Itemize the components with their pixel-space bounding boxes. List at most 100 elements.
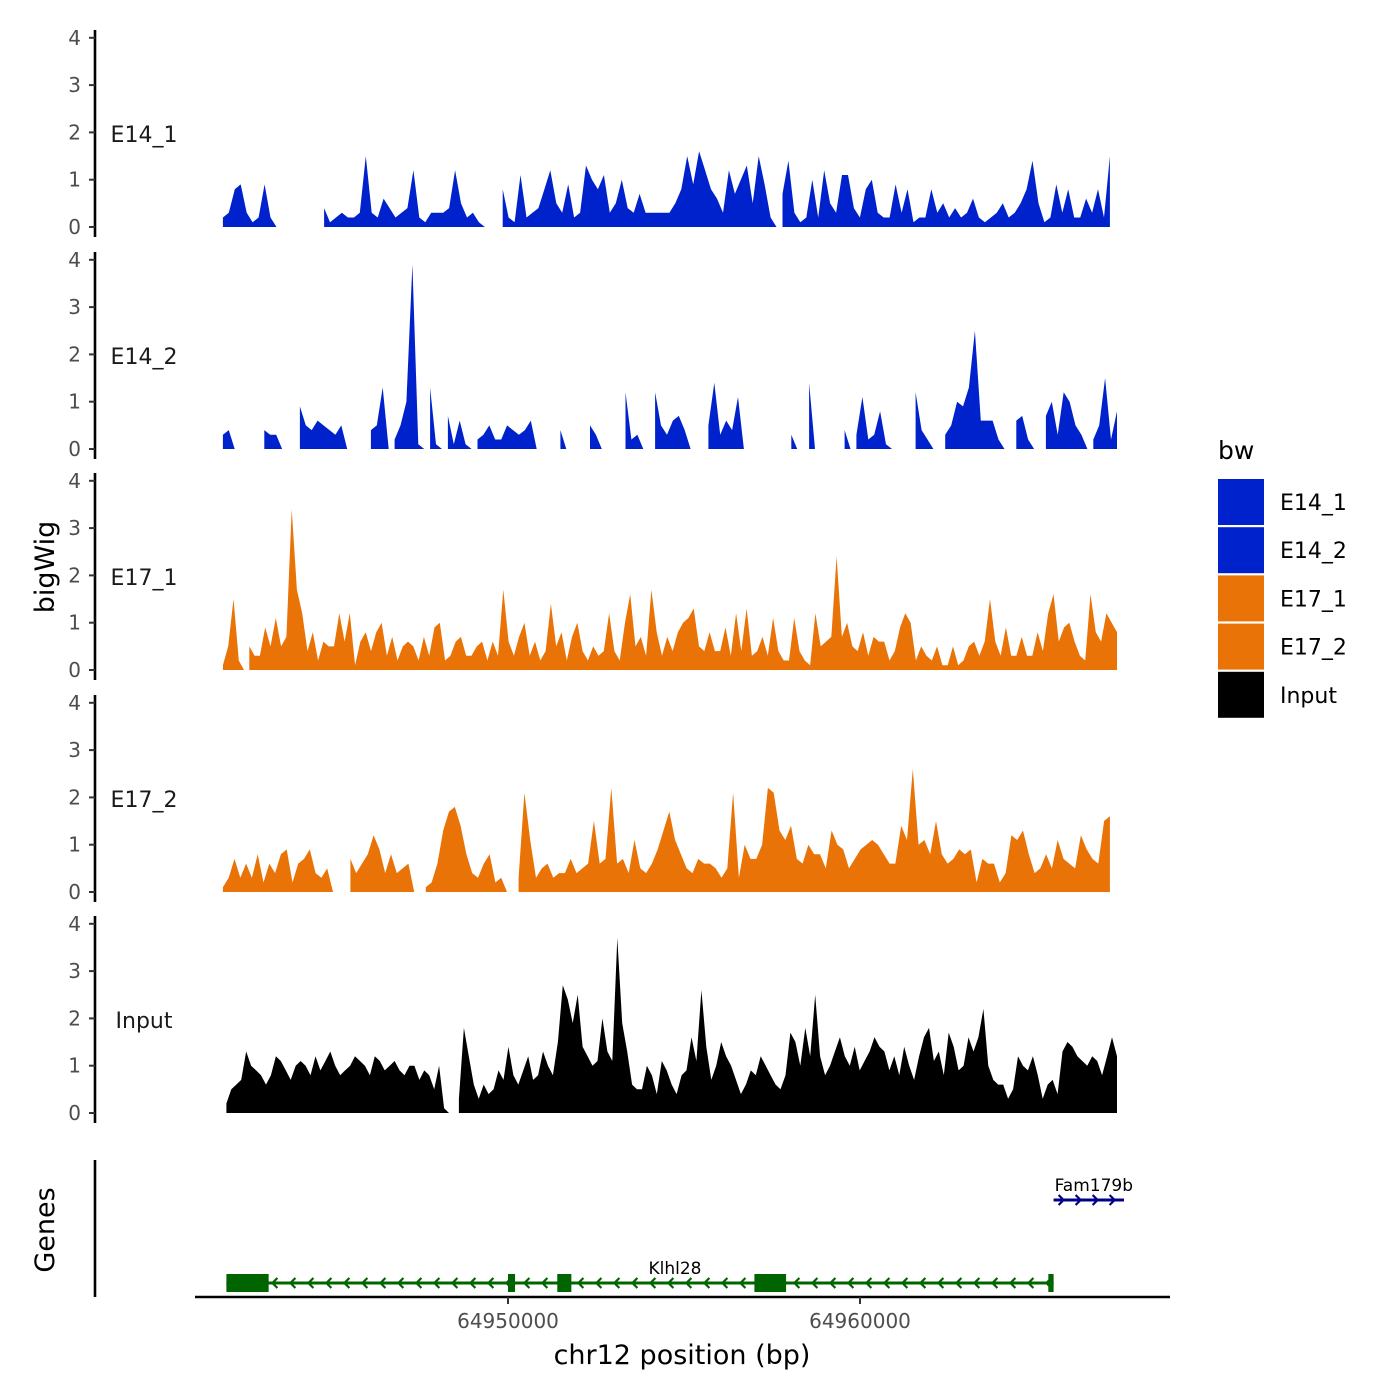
- strand-arrow: [450, 1277, 459, 1289]
- legend-item-input: Input: [1218, 671, 1337, 718]
- y-tick-label: 4: [68, 691, 81, 715]
- y-tick-label: 1: [68, 168, 81, 192]
- y-tick-label: 0: [68, 215, 81, 239]
- strand-arrow: [900, 1277, 909, 1289]
- legend-swatch: [1218, 623, 1264, 670]
- legend: bw E14_1 E14_2 E17_1 E17_2 Input: [1218, 436, 1347, 718]
- strand-arrow: [378, 1277, 387, 1289]
- coverage-area-e17-2: [222, 769, 1110, 892]
- strand-arrow: [738, 1277, 747, 1289]
- exon: [226, 1274, 269, 1292]
- y-tick-label: 4: [68, 912, 81, 936]
- legend-item-e17-1: E17_1: [1218, 575, 1347, 622]
- strand-arrow: [864, 1277, 873, 1289]
- strand-arrow: [342, 1277, 351, 1289]
- strand-arrow: [612, 1277, 621, 1289]
- gene-label-fam179b: Fam179b: [1055, 1176, 1133, 1196]
- x-tick-label: 64960000: [809, 1309, 911, 1333]
- x-tick-label: 64950000: [457, 1309, 559, 1333]
- strand-arrow: [468, 1277, 477, 1289]
- strand-arrow: [630, 1277, 639, 1289]
- legend-item-e17-2: E17_2: [1218, 623, 1347, 670]
- track-e17-1: 0 1 2 3 4 E17_1: [68, 469, 1117, 682]
- strand-arrow: [432, 1277, 441, 1289]
- y-tick-label: 0: [68, 658, 81, 682]
- strand-arrow: [1108, 1194, 1117, 1206]
- legend-swatch: [1218, 479, 1264, 525]
- y-tick-label: 4: [68, 248, 81, 272]
- strand-arrow: [828, 1277, 837, 1289]
- exon: [1048, 1274, 1054, 1292]
- exon: [508, 1274, 516, 1292]
- legend-item-e14-1: E14_1: [1218, 479, 1347, 525]
- y-tick-label: 0: [68, 880, 81, 904]
- strand-arrow: [486, 1277, 495, 1289]
- y-tick-label: 3: [68, 516, 81, 540]
- exon: [754, 1274, 787, 1292]
- strand-arrow: [1091, 1194, 1100, 1206]
- track-e14-2: 0 1 2 3 4 E14_2: [68, 248, 1117, 461]
- strand-arrow: [324, 1277, 333, 1289]
- strand-arrow: [936, 1277, 945, 1289]
- legend-label: E17_1: [1280, 587, 1347, 612]
- strand-arrow: [792, 1277, 801, 1289]
- strand-arrow: [918, 1277, 927, 1289]
- legend-label: Input: [1280, 684, 1337, 709]
- track-e17-2: 0 1 2 3 4 E17_2: [68, 691, 1110, 904]
- y-tick-label: 3: [68, 295, 81, 319]
- strand-arrow: [882, 1277, 891, 1289]
- strand-arrow: [720, 1277, 729, 1289]
- y-tick-label: 2: [68, 342, 81, 366]
- track-label-e17-2: E17_2: [111, 788, 178, 813]
- strand-arrow: [1008, 1277, 1017, 1289]
- genes-layer: Klhl28 Fam179b: [93, 1160, 1133, 1297]
- strand-arrow: [1074, 1194, 1083, 1206]
- legend-title: bw: [1218, 436, 1254, 465]
- legend-label: E17_2: [1280, 636, 1347, 661]
- legend-label: E14_2: [1280, 539, 1347, 564]
- strand-arrow: [540, 1277, 549, 1289]
- gene-klhl28: Klhl28: [226, 1259, 1054, 1292]
- y-tick-label: 4: [68, 26, 81, 50]
- y-tick-label: 2: [68, 120, 81, 144]
- track-label-e14-1: E14_1: [111, 123, 178, 148]
- exon: [557, 1274, 572, 1292]
- strand-arrow: [594, 1277, 603, 1289]
- y-tick-label: 3: [68, 959, 81, 983]
- strand-arrow: [414, 1277, 423, 1289]
- strand-arrow: [360, 1277, 369, 1289]
- tracks-layer: 0 1 2 3 4 E14_1 0 1 2 3 4 E14_2 0 1 2 3 4 E17_1 0 1 2 3 4 E17_2…: [68, 26, 1117, 1125]
- strand-arrow: [972, 1277, 981, 1289]
- strand-arrow: [684, 1277, 693, 1289]
- strand-arrow: [396, 1277, 405, 1289]
- strand-arrow: [954, 1277, 963, 1289]
- x-axis: 64950000 64960000: [195, 1295, 1170, 1333]
- strand-arrow: [1026, 1277, 1035, 1289]
- track-label-e14-2: E14_2: [111, 345, 178, 370]
- strand-arrow: [846, 1277, 855, 1289]
- strand-arrow: [702, 1277, 711, 1289]
- y-tick-label: 1: [68, 611, 81, 635]
- y-tick-label: 1: [68, 1054, 81, 1078]
- y-tick-label: 1: [68, 833, 81, 857]
- x-axis-title: chr12 position (bp): [554, 1340, 811, 1371]
- gene-fam179b: Fam179b: [1053, 1176, 1133, 1206]
- y-tick-label: 1: [68, 390, 81, 414]
- coverage-area-e14-2: [222, 264, 1117, 449]
- track-label-input: Input: [116, 1009, 173, 1034]
- strand-arrow: [288, 1277, 297, 1289]
- legend-label: E14_1: [1280, 491, 1347, 516]
- strand-arrow: [648, 1277, 657, 1289]
- y-tick-label: 3: [68, 738, 81, 762]
- strand-arrow: [270, 1277, 279, 1289]
- y-axis-title: bigWig: [30, 521, 61, 614]
- y-tick-label: 2: [68, 1006, 81, 1030]
- strand-arrow: [522, 1277, 531, 1289]
- strand-arrow: [990, 1277, 999, 1289]
- y-tick-label: 3: [68, 73, 81, 97]
- y-tick-label: 0: [68, 437, 81, 461]
- coverage-area-e14-1: [222, 151, 1110, 227]
- strand-arrow: [576, 1277, 585, 1289]
